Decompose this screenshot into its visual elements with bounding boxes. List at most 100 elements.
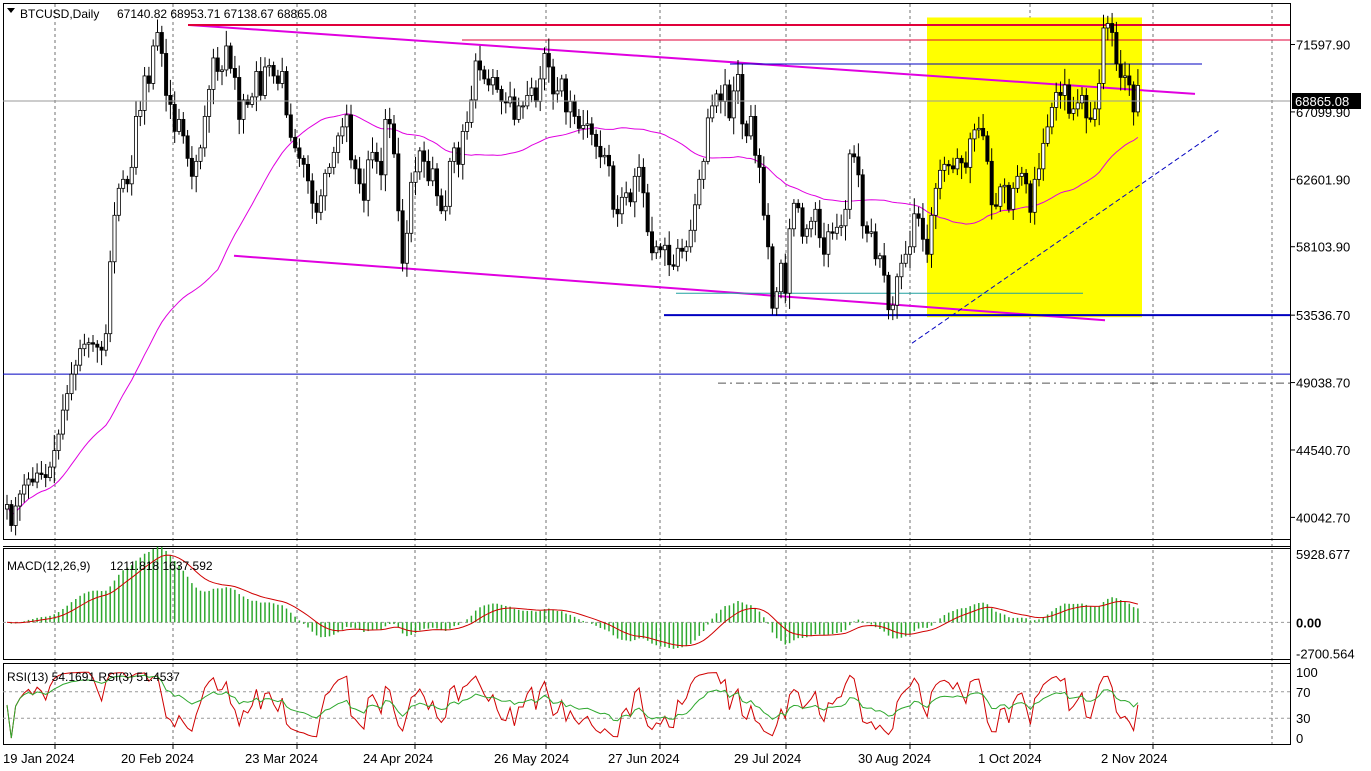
candle-body <box>456 147 461 165</box>
candle-body <box>1019 172 1024 177</box>
candle-body <box>632 175 637 203</box>
candle-body <box>671 264 676 267</box>
candle-body <box>675 247 680 267</box>
candle-body <box>1006 184 1011 210</box>
rsi-tick-label: 100 <box>1296 665 1318 680</box>
rsi-pane <box>3 671 1290 739</box>
candle-body <box>198 147 203 162</box>
candle-body <box>78 348 83 366</box>
candle-body <box>52 450 57 468</box>
candle-body <box>43 474 48 478</box>
candle-body <box>172 104 177 132</box>
candle-body <box>400 210 405 264</box>
candle-body <box>353 159 358 170</box>
candle-body <box>232 68 237 78</box>
candle-body <box>830 231 835 234</box>
candle-body <box>262 66 267 96</box>
candle-body <box>976 127 981 131</box>
candle-body <box>1080 95 1085 104</box>
candle-body <box>477 60 482 71</box>
current-price-label-bg <box>1292 93 1361 109</box>
candle-body <box>138 110 143 117</box>
candle-body <box>56 433 61 451</box>
candle-body <box>753 115 758 156</box>
candle-body <box>434 168 439 197</box>
candle-body <box>581 124 586 129</box>
candle-body <box>809 220 814 230</box>
candle-body <box>1118 63 1123 78</box>
candle-body <box>1114 32 1119 65</box>
candle-body <box>30 478 35 483</box>
candle-body <box>1135 85 1140 113</box>
candle-body <box>989 160 994 206</box>
candle-body <box>1058 92 1063 96</box>
candle-body <box>447 160 452 207</box>
candle-body <box>1011 187 1016 210</box>
candle-body <box>736 74 741 92</box>
moving-average-layer <box>6 113 1139 516</box>
candle-body <box>645 192 650 233</box>
candle-body <box>5 504 10 510</box>
candle-body <box>35 472 40 483</box>
candle-body <box>800 207 805 237</box>
candle-body <box>215 57 220 72</box>
candle-body <box>951 165 956 170</box>
candle-body <box>594 133 599 147</box>
candle-body <box>1037 168 1042 180</box>
y-tick-label: 62601.90 <box>1296 172 1350 187</box>
candle-body <box>963 162 968 168</box>
y-tick-label: 71597.90 <box>1296 37 1350 52</box>
candle-body <box>920 217 925 240</box>
candle-body <box>495 77 500 90</box>
candle-body <box>65 393 70 411</box>
candle-body <box>370 151 375 161</box>
time-axis: 19 Jan 2024 20 Feb 2024 23 Mar 2024 24 Apr … <box>3 744 1168 766</box>
candle-body <box>615 208 620 215</box>
x-tick-label: 26 May 2024 <box>494 751 569 766</box>
candle-body <box>985 135 990 162</box>
candle-body <box>121 178 126 189</box>
candle-body <box>955 157 960 170</box>
candle-body <box>813 208 818 222</box>
candle-body <box>1024 172 1029 185</box>
candle-body <box>946 163 951 167</box>
candle-body <box>912 213 917 248</box>
candle-body <box>228 45 233 69</box>
candle-body <box>241 99 246 120</box>
macd-axis: 5928.677 0.00 -2700.564 <box>1296 547 1355 662</box>
candle-body <box>869 231 874 234</box>
candle-body <box>301 157 306 165</box>
candle-body <box>48 466 53 478</box>
candle-body <box>452 147 457 162</box>
candle-body <box>499 89 504 102</box>
macd-pane <box>3 546 1290 649</box>
candle-body <box>658 246 663 251</box>
rsi-slow-line <box>6 674 1139 739</box>
candle-body <box>938 169 943 189</box>
y-tick-label: 40042.70 <box>1296 510 1350 525</box>
candle-body <box>740 74 745 125</box>
rsi-axis: 100 70 30 0 <box>1296 665 1318 746</box>
rsi-tick-label: 30 <box>1296 711 1310 726</box>
candle-body <box>559 78 564 92</box>
candle-body <box>933 187 938 216</box>
candle-body <box>404 232 409 264</box>
candle-body <box>521 105 526 108</box>
candle-body <box>211 57 216 90</box>
candle-body <box>473 60 478 101</box>
candle-body <box>770 246 775 309</box>
candle-body <box>155 32 160 47</box>
candle-body <box>839 225 844 228</box>
candle-body <box>181 118 186 137</box>
candle-body <box>688 229 693 248</box>
candles-layer <box>5 12 1140 536</box>
x-tick-label: 27 Jun 2024 <box>608 751 680 766</box>
candle-body <box>822 237 827 255</box>
ohlc-readout: 67140.82 68953.71 67138.67 68865.08 <box>117 7 328 21</box>
collapse-triangle-icon[interactable] <box>7 8 15 13</box>
candle-body <box>744 123 749 137</box>
candle-body <box>258 71 263 96</box>
candle-body <box>908 246 913 255</box>
candle-body <box>288 114 293 138</box>
